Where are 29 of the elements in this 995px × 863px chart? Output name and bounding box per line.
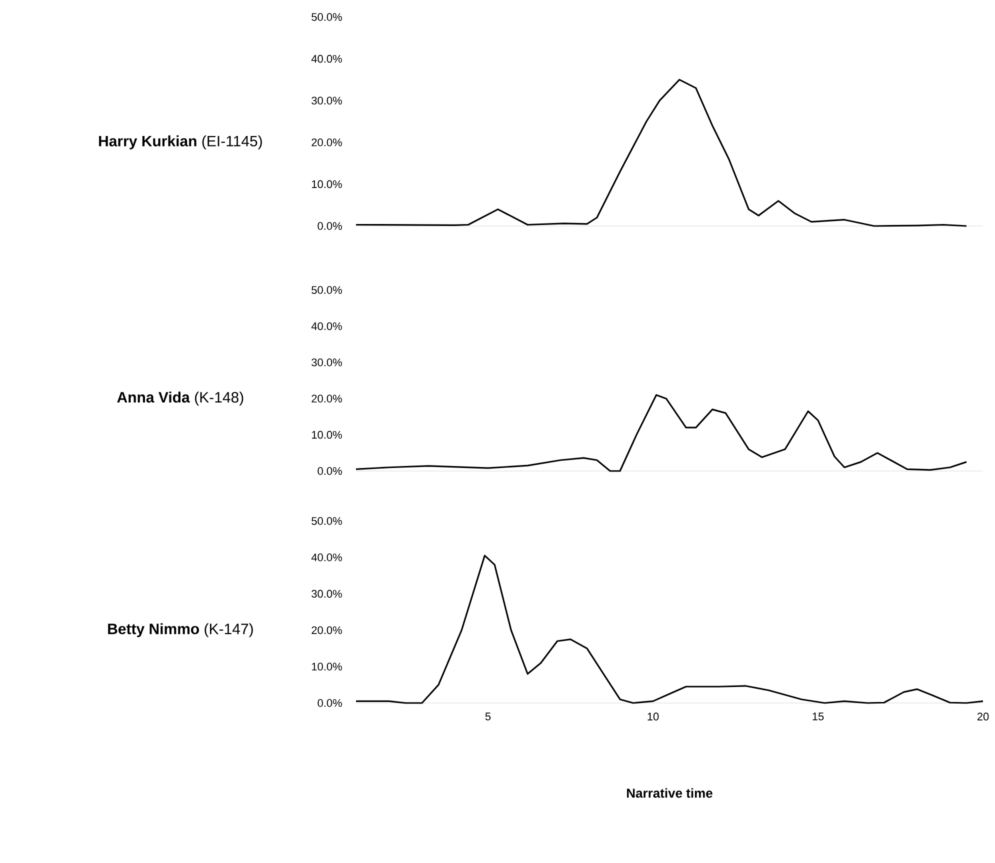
x-tick-label: 15 bbox=[812, 712, 824, 720]
y-tick-label: 20.0% bbox=[312, 394, 342, 402]
x-tick-label: 5 bbox=[485, 712, 491, 720]
y-tick-label: 10.0% bbox=[312, 430, 342, 439]
line-series bbox=[355, 394, 968, 472]
line-series bbox=[355, 554, 984, 704]
y-tick-label: 20.0% bbox=[312, 138, 342, 146]
y-tick-label: 30.0% bbox=[312, 590, 342, 598]
y-tick-label: 40.0% bbox=[311, 54, 342, 63]
x-tick-label: 20 bbox=[977, 712, 989, 720]
y-tick-label: 20.0% bbox=[312, 626, 342, 634]
y-tick-label: 50.0% bbox=[312, 13, 342, 21]
y-tick-label: 10.0% bbox=[312, 662, 342, 670]
y-tick-label: 0.0% bbox=[318, 222, 342, 230]
line-series bbox=[355, 78, 968, 227]
y-tick-label: 30.0% bbox=[312, 96, 342, 104]
y-tick-label: 50.0% bbox=[312, 286, 342, 294]
y-tick-label: 40.0% bbox=[311, 322, 342, 330]
y-tick-label: 10.0% bbox=[312, 180, 342, 188]
y-axis-title: Betty Nimmo (K-147) bbox=[108, 623, 253, 638]
y-tick-label: 0.0% bbox=[318, 467, 342, 475]
y-tick-label: 40.0% bbox=[311, 554, 342, 562]
y-tick-label: 50.0% bbox=[312, 517, 342, 525]
x-axis-title: Narrative time bbox=[627, 788, 712, 798]
y-axis-title: Harry Kurkian (EI-1145) bbox=[99, 135, 262, 150]
x-tick-label: 10 bbox=[648, 712, 659, 720]
y-tick-label: 30.0% bbox=[312, 358, 342, 366]
y-tick-label: 0.0% bbox=[318, 699, 342, 707]
y-axis-title: Anna Vida (K-148) bbox=[117, 392, 244, 406]
